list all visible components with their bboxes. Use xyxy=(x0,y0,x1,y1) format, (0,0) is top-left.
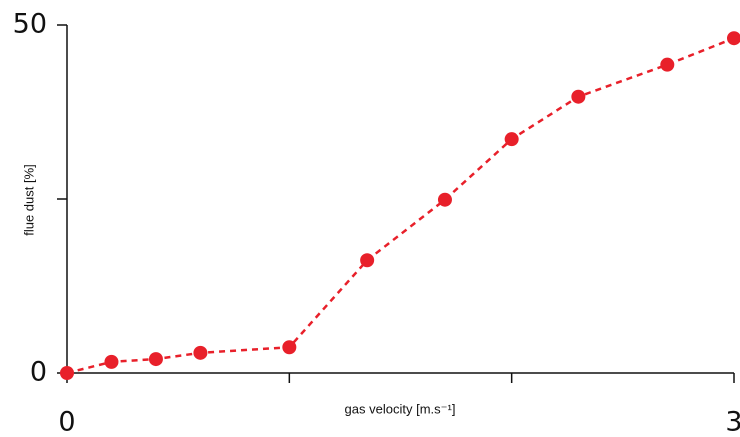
data-point xyxy=(148,352,163,367)
data-point xyxy=(193,345,208,360)
data-point xyxy=(727,31,740,46)
data-point xyxy=(504,132,519,147)
y-axis-label: flue dust [%] xyxy=(21,164,36,236)
data-point xyxy=(104,354,119,369)
data-point xyxy=(571,89,586,104)
data-point xyxy=(282,340,297,355)
data-point xyxy=(360,253,375,268)
y-tick-label: 50 xyxy=(13,9,47,40)
trend-line xyxy=(66,37,735,375)
y-tick-label: 0 xyxy=(30,357,47,388)
x-tick-label: 3 xyxy=(725,407,740,437)
data-point xyxy=(60,366,74,380)
x-tick-label: 0 xyxy=(58,407,75,437)
x-axis-label: gas velocity [m.s⁻¹] xyxy=(345,401,456,416)
data-point xyxy=(660,57,675,72)
data-point xyxy=(437,192,452,207)
